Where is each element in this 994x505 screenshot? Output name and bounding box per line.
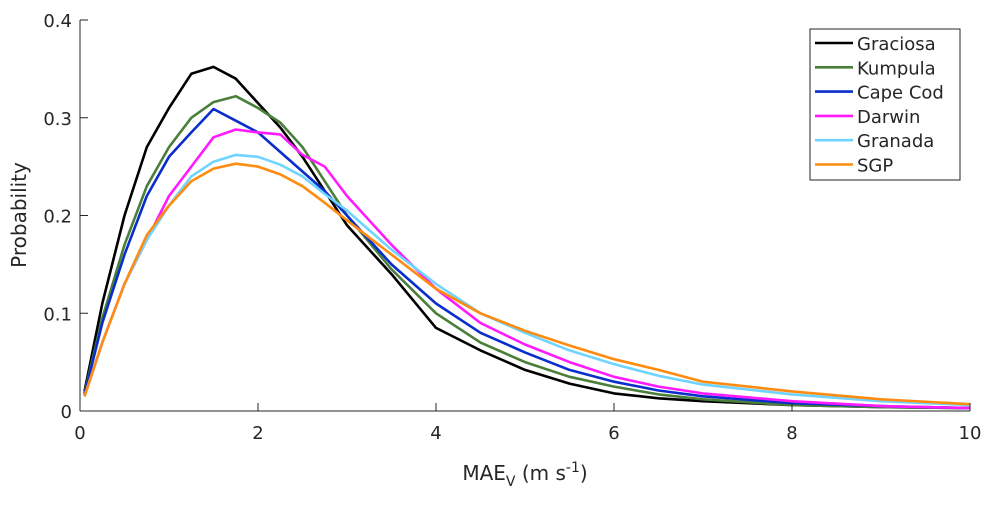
legend-label: Kumpula [857,58,936,79]
x-tick-label: 8 [786,423,797,444]
axis-ticks: 0 2 4 6 8 10 0 0.1 0.2 0.3 0.4 [43,11,981,444]
legend-label: Graciosa [857,34,936,55]
series-line-kumpula [83,94,971,410]
x-axis-label: MAEV (m s-1) [462,460,587,490]
series-lines [83,65,971,410]
legend-label: Darwin [857,107,920,128]
legend-label: Granada [857,131,934,152]
x-tick-label: 2 [252,423,263,444]
y-tick-label: 0.1 [43,304,72,325]
y-tick-label: 0.2 [43,207,72,228]
x-tick-label: 6 [608,423,619,444]
series-line-granada [83,153,971,407]
y-tick-label: 0.3 [43,109,72,130]
y-tick-label: 0 [61,402,72,423]
series-line-sgp [83,162,971,406]
legend: Graciosa Kumpula Cape Cod Darwin Granada SGP [809,28,961,181]
series-line-graciosa [83,65,971,410]
legend-label: Cape Cod [857,83,944,104]
series-line-darwin [83,128,971,410]
x-tick-label: 0 [74,423,85,444]
x-tick-label: 10 [959,423,982,444]
legend-box [809,28,961,181]
x-tick-label: 4 [430,423,441,444]
y-axis-label: Probability [7,162,31,268]
y-tick-label: 0.4 [43,11,72,32]
legend-label: SGP [857,156,893,177]
